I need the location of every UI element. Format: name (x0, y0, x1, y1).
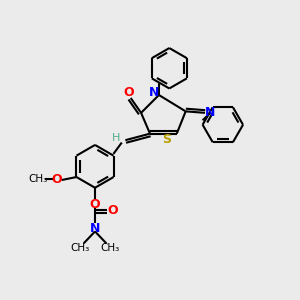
Text: O: O (90, 198, 100, 211)
Text: CH₃: CH₃ (29, 174, 48, 184)
Text: CH₃: CH₃ (70, 243, 89, 253)
Text: O: O (52, 172, 62, 186)
Text: N: N (90, 222, 100, 235)
Text: N: N (148, 86, 159, 99)
Text: N: N (205, 106, 215, 119)
Text: O: O (124, 86, 134, 99)
Text: H: H (112, 133, 121, 143)
Text: CH₃: CH₃ (101, 243, 120, 253)
Text: O: O (107, 203, 118, 217)
Text: S: S (162, 133, 171, 146)
